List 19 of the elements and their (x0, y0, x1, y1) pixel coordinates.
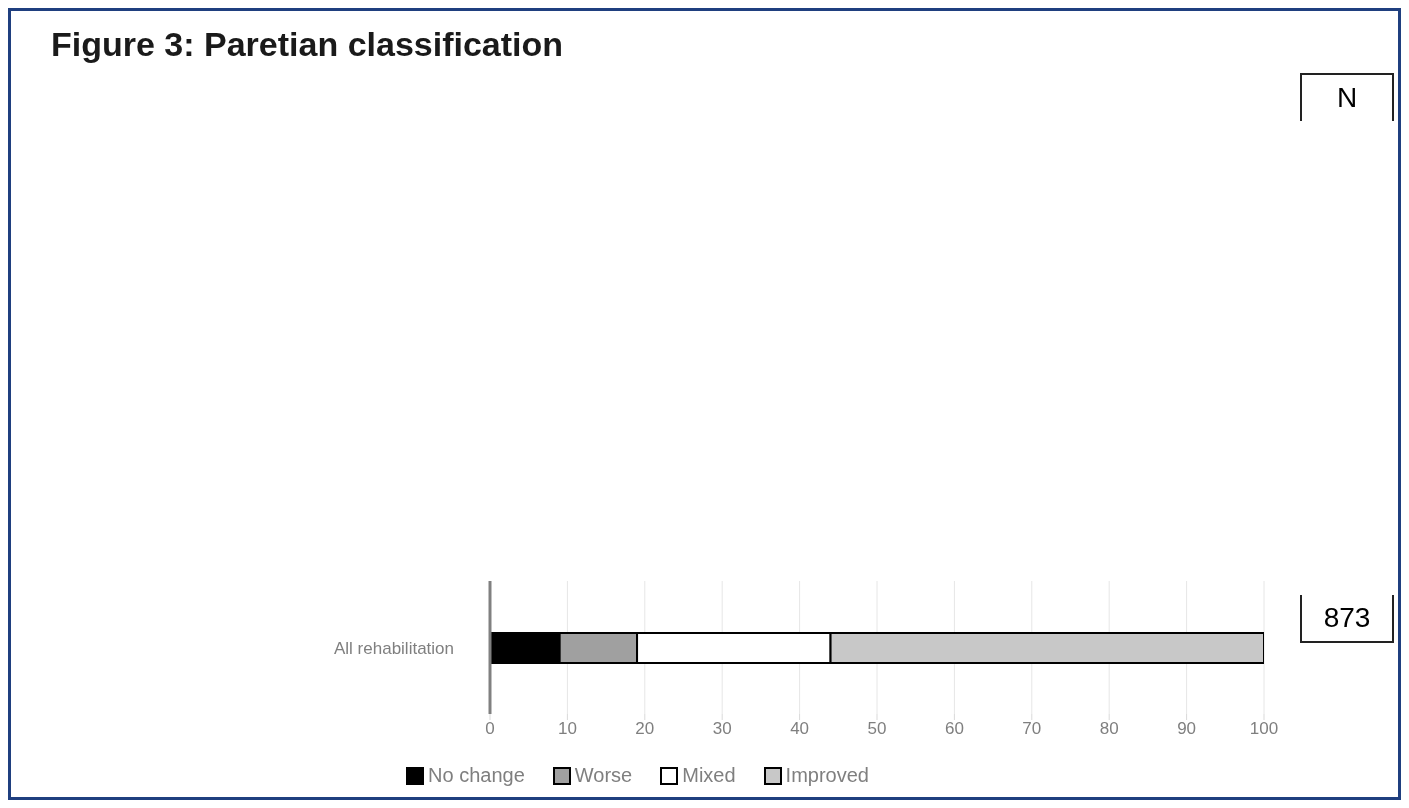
text: N (1300, 73, 1394, 121)
y-tick-label: All rehabilitation (333, 638, 454, 658)
x-tick-label: 70 (1022, 719, 1042, 739)
x-tick-label: 20 (635, 719, 655, 739)
x-tick-label: 10 (557, 719, 577, 739)
x-tick-label: 90 (1177, 719, 1197, 739)
legend-label: Worse (574, 764, 633, 787)
legend-label: Improved (785, 764, 869, 787)
x-tick-label: 100 (1249, 719, 1279, 739)
legend-label: Mixed (682, 764, 736, 787)
x-tick-label: 50 (867, 719, 887, 739)
x-tick-label: 30 (712, 719, 732, 739)
x-tick-label: 40 (790, 719, 810, 739)
x-tick-label: 80 (1099, 719, 1119, 739)
x-tick-label: 0 (485, 719, 495, 739)
x-tick-label: 60 (944, 719, 964, 739)
legend-label: No change (428, 764, 525, 787)
text: 873 (1300, 595, 1394, 643)
chart-title: Figure 3: Paretian classification (51, 25, 564, 64)
